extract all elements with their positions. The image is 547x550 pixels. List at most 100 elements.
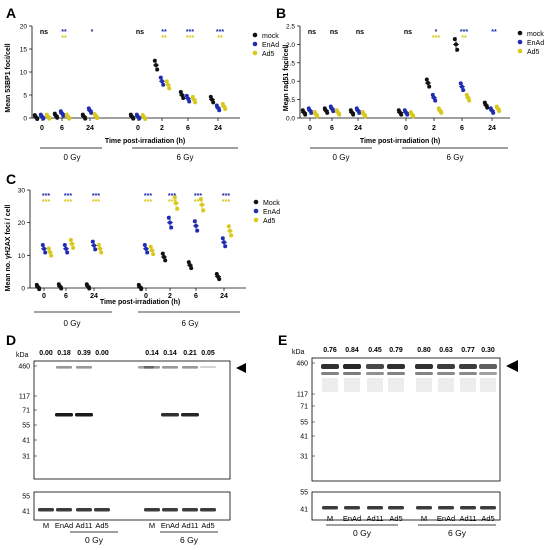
data-point-mock — [189, 266, 194, 271]
data-point-enad — [192, 219, 197, 224]
significance-label: ns — [40, 29, 48, 36]
kda-marker-label: 41 — [300, 507, 308, 514]
data-point-enad — [458, 81, 463, 86]
data-point-mock — [154, 63, 158, 68]
data-point-ad5 — [70, 241, 74, 246]
data-point-enad — [161, 82, 166, 87]
data-point-ad5 — [193, 100, 198, 105]
lane-label: Ad5 — [95, 521, 108, 530]
blot-smear — [344, 378, 360, 392]
data-point-ad5 — [151, 252, 156, 257]
loading-control-band — [182, 508, 198, 512]
lane-label: EnAd — [55, 521, 73, 530]
significance-label: * — [435, 29, 438, 36]
data-point-ad5 — [200, 202, 204, 207]
blot-band-high — [343, 364, 361, 369]
blot-band-high — [387, 364, 405, 369]
x-tick-label: 2 — [432, 125, 436, 132]
group-label: 0 Gy — [85, 535, 104, 545]
blot-panel-D: kDa 460 117 71 55 41 31 55 41 0.00 0.18 0.39 0.00 0.… — [16, 350, 246, 545]
data-point-enad — [65, 250, 70, 255]
blot-band-high — [162, 366, 178, 369]
data-point-ad5 — [67, 116, 72, 121]
kda-marker-label: 71 — [300, 404, 308, 411]
data-point-ad5 — [96, 243, 101, 248]
data-point-mock — [188, 263, 192, 268]
data-point-ad5 — [143, 117, 148, 122]
data-point-enad — [142, 243, 147, 248]
data-point-enad — [160, 79, 164, 84]
y-tick-label: 10 — [20, 70, 28, 77]
data-point-ad5 — [49, 253, 54, 258]
data-point-enad — [42, 246, 46, 251]
panel-C-xlabel: Time post-irradiation (h) — [100, 299, 180, 306]
blot-band-high — [459, 372, 477, 375]
x-tick-label: 0 — [136, 125, 140, 132]
significance-label: *** — [92, 193, 100, 200]
data-point-mock — [452, 37, 457, 42]
significance-label: *** — [64, 193, 72, 200]
legend-label-enad: EnAd — [527, 40, 544, 47]
data-point-ad5 — [337, 112, 342, 117]
loading-control-band — [144, 508, 160, 512]
blot-band-high — [437, 372, 455, 375]
data-point-ad5 — [68, 237, 73, 242]
blot-D-unit: kDa — [16, 352, 29, 359]
panel-letter-B: B — [276, 5, 286, 21]
loading-control-band — [388, 506, 404, 510]
data-point-mock — [37, 287, 42, 292]
data-point-mock — [217, 277, 222, 282]
lane-label: Ad11 — [76, 521, 93, 530]
panel-C-dose-0gy: 0 Gy — [64, 319, 81, 328]
legend-dot-ad5 — [517, 48, 523, 54]
panel-letter-D: D — [6, 332, 16, 348]
panel-B-xlabel: Time post-irradiation (h) — [360, 138, 440, 145]
panel-letter-E: E — [278, 332, 287, 348]
lane-label: M — [421, 514, 427, 523]
band-ratio-label: 0.21 — [183, 350, 197, 357]
y-tick-label: 2.0 — [286, 42, 295, 49]
x-tick-label: 24 — [220, 293, 228, 300]
band-ratio-label: 0.63 — [439, 347, 453, 354]
data-point-ad5 — [167, 86, 172, 91]
data-point-ad5 — [150, 248, 154, 253]
significance-label: * — [91, 29, 94, 36]
significance-label: *** — [222, 199, 230, 206]
blot-smear — [388, 378, 404, 392]
blot-smear — [480, 378, 496, 392]
band-ratio-label: 0.30 — [481, 347, 495, 354]
data-point-mock — [426, 81, 430, 86]
y-tick-label: 15 — [20, 47, 28, 54]
data-point-mock — [160, 251, 165, 256]
x-tick-label: 2 — [168, 293, 172, 300]
loading-control-band — [162, 508, 178, 512]
data-point-enad — [166, 215, 171, 220]
significance-label: ** — [161, 35, 167, 42]
y-tick-label: 1.0 — [286, 79, 295, 86]
blot-band-high — [182, 366, 198, 369]
lane-label: EnAd — [343, 514, 361, 523]
data-point-ad5 — [439, 110, 444, 115]
data-point-enad — [93, 247, 98, 252]
blot-smear — [322, 378, 338, 392]
panel-A-dose-6gy: 6 Gy — [177, 153, 194, 162]
data-point-mock — [427, 84, 432, 89]
significance-label: *** — [222, 193, 230, 200]
band-ratio-label: 0.14 — [145, 350, 159, 357]
data-point-enad — [331, 109, 336, 114]
band-ratio-label: 0.00 — [95, 350, 109, 357]
y-tick-label: 20 — [20, 24, 28, 31]
panel-C-legend: Mock EnAd Ad5 — [253, 199, 280, 225]
kda-marker-label: 41 — [22, 509, 30, 516]
legend-dot-ad5 — [253, 217, 259, 223]
panel-B-ylabel: Mean rad51 foci/cell — [283, 45, 290, 112]
band-ratio-label: 0.00 — [39, 350, 53, 357]
kda-marker-label: 55 — [300, 420, 308, 427]
data-point-enad — [222, 240, 226, 245]
x-tick-label: 6 — [60, 125, 64, 132]
kda-marker-label: 55 — [300, 490, 308, 497]
kda-marker-label: 460 — [18, 364, 30, 371]
